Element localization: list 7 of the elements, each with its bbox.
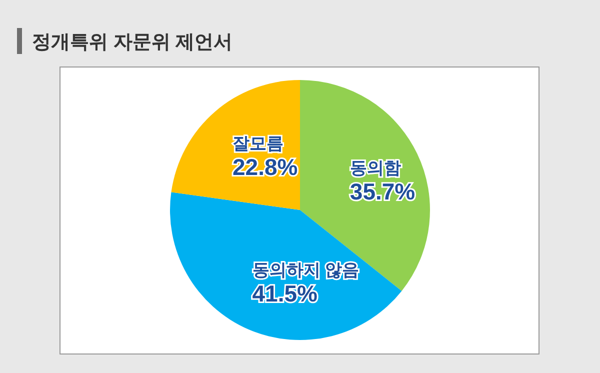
data-label: 35.7% <box>350 178 416 204</box>
data-label: 22.8% <box>232 154 298 180</box>
slice-label: 동의함 <box>350 158 401 178</box>
slice-label: 동의하지 않음 <box>252 260 360 280</box>
slice-label: 잘모름 <box>232 134 284 154</box>
chart-title: 정개특위 자문위 제언서 <box>32 32 233 53</box>
data-label: 41.5% <box>252 280 318 306</box>
